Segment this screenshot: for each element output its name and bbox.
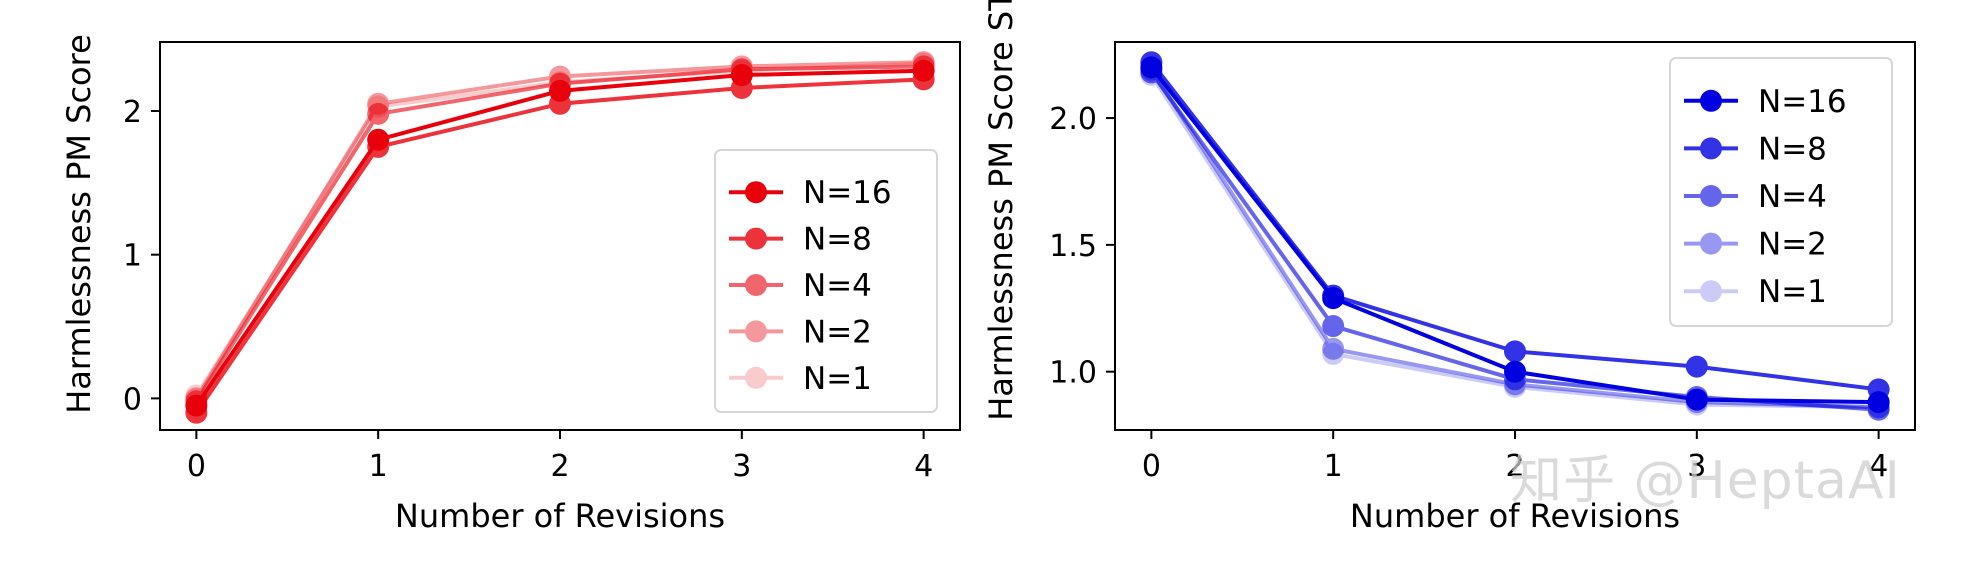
- x-tick-label: 0: [187, 449, 206, 484]
- watermark: 知乎 @HeptaAI: [1510, 451, 1901, 511]
- legend-label: N=16: [1758, 84, 1847, 120]
- legend-marker: [729, 181, 783, 204]
- legend-label: N=4: [1758, 179, 1827, 215]
- right-chart: 0 1 2 3 4 1.0 1.5 2.0 Number of Revisions Harmles…: [982, 0, 1916, 535]
- legend-label: N=4: [803, 268, 872, 304]
- x-tick-label: 1: [369, 449, 388, 484]
- data-point: [367, 128, 390, 151]
- legend-label: N=2: [1758, 227, 1827, 263]
- data-point: [549, 79, 571, 102]
- legend-dot: [1700, 89, 1722, 112]
- y-axis-label: Harmlessness PM Score ST: [982, 0, 1020, 421]
- y-tick-label: 1.5: [1049, 229, 1097, 264]
- legend-marker: [1684, 137, 1738, 160]
- legend-marker: [1684, 89, 1738, 112]
- y-axis-label: Harmlessness PM Score: [60, 34, 98, 414]
- legend-dot: [745, 227, 767, 250]
- legend-label: N=1: [803, 361, 872, 397]
- data-point: [1504, 360, 1526, 383]
- x-axis-label: Number of Revisions: [1350, 497, 1680, 535]
- legend-dot: [1700, 137, 1722, 160]
- legend-dot: [745, 366, 767, 389]
- legend-label: N=8: [803, 222, 872, 258]
- legend-marker: [729, 227, 783, 250]
- data-point: [185, 394, 208, 417]
- legend-label: N=1: [1758, 274, 1827, 310]
- legend-marker: [729, 274, 783, 296]
- legend-marker: [1684, 232, 1738, 255]
- x-tick-label: 3: [1687, 449, 1706, 484]
- data-point: [1140, 56, 1163, 79]
- y-tick-label: 2: [123, 95, 142, 130]
- y-tick-label: 1: [123, 239, 142, 274]
- legend: N=16 N=8 N=4 N=2 N=1: [714, 149, 938, 413]
- y-tick-label: 2.0: [1049, 102, 1097, 137]
- x-tick-label: 2: [1505, 449, 1524, 484]
- legend-dot: [745, 320, 767, 343]
- x-tick-label: 2: [550, 449, 569, 484]
- x-tick-label: 4: [1869, 449, 1888, 484]
- data-point: [730, 64, 753, 87]
- legend-dot: [1700, 232, 1722, 255]
- x-tick-label: 0: [1142, 449, 1161, 484]
- legend-dot: [1700, 185, 1722, 207]
- x-tick-label: 3: [732, 449, 751, 484]
- legend-marker: [729, 320, 783, 343]
- legend-label: N=2: [803, 314, 872, 350]
- series-n-16: [185, 59, 935, 417]
- data-point: [1322, 315, 1345, 338]
- legend-box: [714, 149, 938, 413]
- data-point: [1322, 342, 1345, 365]
- legend: N=16 N=8 N=4 N=2 N=1: [1669, 57, 1893, 327]
- data-point: [1504, 340, 1526, 363]
- legend-marker: [729, 366, 783, 389]
- series-n-16: [1140, 56, 1890, 414]
- x-tick-label: 1: [1324, 449, 1343, 484]
- legend-marker: [1684, 185, 1738, 207]
- legend-marker: [1684, 280, 1738, 303]
- legend-label: N=16: [803, 175, 892, 211]
- legend-dot: [745, 274, 767, 296]
- data-point: [1322, 337, 1345, 360]
- data-point: [1685, 355, 1708, 378]
- left-chart: 0 1 2 3 4 0 1 2 Number of Revisions Harmlessness …: [60, 34, 961, 535]
- legend-dot: [745, 181, 767, 204]
- legend-box: [1669, 57, 1893, 327]
- data-point: [367, 102, 390, 125]
- legend-dot: [1700, 280, 1722, 303]
- y-tick-label: 1.0: [1049, 356, 1097, 391]
- x-axis-label: Number of Revisions: [395, 497, 725, 535]
- y-tick-label: 0: [123, 382, 142, 417]
- data-point: [1867, 391, 1890, 414]
- data-point: [1685, 388, 1708, 411]
- legend-label: N=8: [1758, 131, 1827, 167]
- data-point: [912, 59, 935, 82]
- x-tick-label: 4: [914, 449, 933, 484]
- data-point: [1322, 287, 1345, 310]
